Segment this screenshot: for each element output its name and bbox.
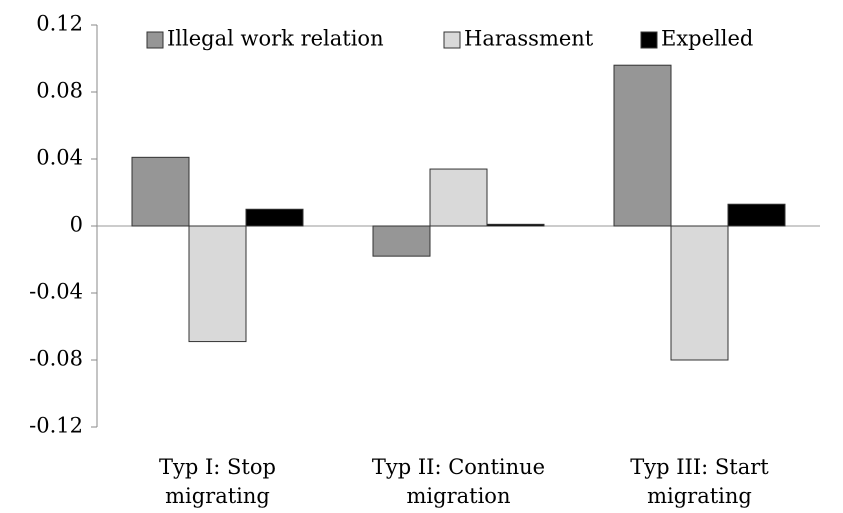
legend-swatch <box>640 31 658 49</box>
y-tick-label: -0.04 <box>29 280 83 304</box>
bar <box>486 223 545 227</box>
legend-swatch <box>146 31 164 49</box>
x-tick-label: Typ I: Stop migrating <box>159 455 276 508</box>
y-tick-label: 0.04 <box>36 146 83 170</box>
bar <box>372 225 431 257</box>
bar <box>613 64 672 227</box>
bar <box>131 156 190 227</box>
y-tick-label: -0.12 <box>29 414 83 438</box>
y-tick-label: 0 <box>70 213 83 237</box>
x-tick-label: Typ II: Continue migration <box>371 455 546 508</box>
y-tick-label: 0.08 <box>36 79 83 103</box>
y-tick-label: -0.08 <box>29 347 83 371</box>
x-tick-label: Typ III: Start migrating <box>630 455 769 508</box>
legend-swatch <box>443 31 461 49</box>
bar <box>670 225 729 361</box>
legend-label: Harassment <box>464 27 594 51</box>
legend-label: Expelled <box>661 27 753 51</box>
legend-label: Illegal work relation <box>167 27 384 51</box>
bar <box>188 225 247 343</box>
bar <box>245 208 304 227</box>
y-tick-label: 0.12 <box>36 12 83 36</box>
bar <box>727 203 786 227</box>
bar <box>429 168 488 227</box>
